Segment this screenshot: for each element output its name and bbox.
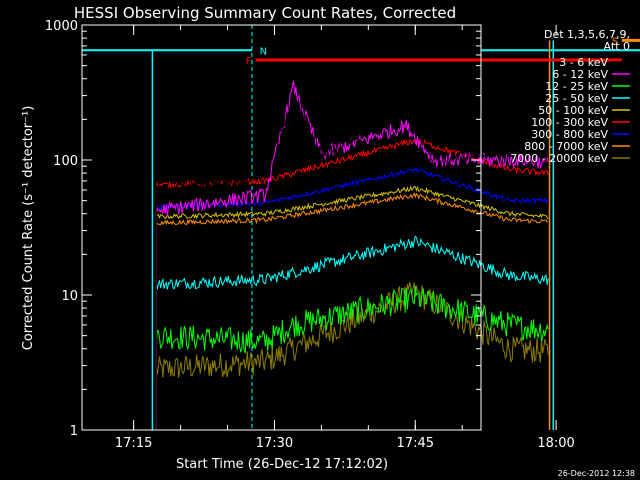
series-line-segment-1 — [155, 235, 549, 290]
y-tick-label: 1 — [70, 424, 78, 439]
legend-label: 3 - 6 keV — [559, 56, 608, 69]
legend-label: 300 - 800 keV — [531, 128, 608, 141]
series-line-segment-1 — [155, 185, 549, 220]
y-tick-label: 1000 — [45, 19, 78, 34]
x-tick-label: 17:15 — [115, 436, 152, 451]
x-tick-label: 17:45 — [397, 436, 434, 451]
legend-label: 6 - 12 keV — [552, 68, 608, 81]
flag-s-label: S — [612, 36, 618, 47]
legend-label: 25 - 50 keV — [545, 92, 608, 105]
series-line-segment-1 — [155, 281, 549, 379]
x-tick-label: 17:30 — [256, 436, 293, 451]
series-line-segment-1 — [155, 192, 549, 226]
legend-label: 7000 - 20000 keV — [510, 152, 608, 165]
flag-layer: F S N — [246, 36, 640, 67]
legend-label: 100 - 300 keV — [531, 116, 608, 129]
tick-layer: 17:1517:3017:4518:0018:1518:3018:4511010… — [45, 19, 575, 451]
plot-frame — [81, 24, 482, 431]
series-line-segment-1 — [156, 166, 549, 211]
legend-header-line-2: Att 0 — [604, 40, 630, 53]
data-layer — [82, 25, 640, 430]
chart-title: HESSI Observing Summary Count Rates, Cor… — [74, 4, 456, 22]
y-tick-label: 100 — [53, 154, 78, 169]
legend-label: 800 - 7000 keV — [524, 140, 608, 153]
series-line-segment-1 — [155, 285, 549, 354]
y-tick-label: 10 — [61, 289, 78, 304]
y-axis-label: Corrected Count Rate (s⁻¹ detector⁻¹) — [21, 106, 36, 351]
legend-label: 50 - 100 keV — [538, 104, 608, 117]
series-line-segment-1 — [155, 91, 549, 192]
x-axis-label: Start Time (26-Dec-12 17:12:02) — [176, 457, 388, 472]
flag-f-label: F — [246, 56, 252, 67]
legend-header-line-1: Det 1,3,5,6,7,9, — [544, 28, 630, 41]
footer-date: 26-Dec-2012 12:38 — [558, 469, 635, 478]
x-tick-label: 18:00 — [537, 436, 574, 451]
legend-label: 12 - 25 keV — [545, 80, 608, 93]
flag-n-label: N — [260, 46, 267, 57]
